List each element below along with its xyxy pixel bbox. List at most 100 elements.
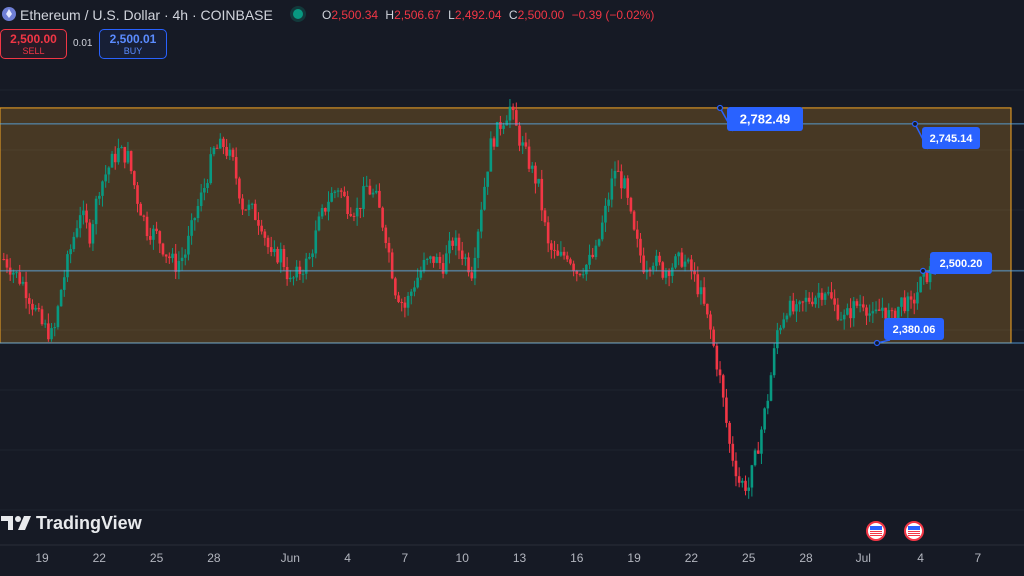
candle-body: [569, 259, 572, 264]
candle-body: [454, 237, 458, 246]
candle-body: [352, 215, 356, 217]
high-callout-box: [727, 107, 803, 131]
candle-body: [518, 125, 521, 146]
candle-body: [289, 277, 292, 280]
candle-body: [145, 216, 149, 237]
candle-body: [308, 257, 311, 259]
sell-label: SELL: [22, 46, 45, 56]
buy-price: 2,500.01: [109, 32, 157, 46]
candle-body: [725, 397, 728, 423]
candle-body: [409, 291, 413, 296]
candle-body: [699, 287, 703, 295]
candle-body: [639, 238, 642, 256]
candle-body: [253, 203, 257, 220]
candle-body: [890, 310, 894, 312]
candle-body: [298, 266, 302, 274]
change-value: −0.39 (−0.02%): [571, 8, 655, 22]
candle-body: [553, 249, 556, 251]
candle-body: [766, 400, 770, 409]
level-callout-1-box: [922, 127, 980, 149]
candle-body: [343, 191, 346, 197]
candle-body: [152, 228, 155, 240]
high-value: 2,506.67: [394, 8, 441, 22]
candle-body: [791, 300, 795, 312]
candle-body: [709, 314, 712, 330]
candle-body: [916, 292, 919, 304]
candle-body: [505, 120, 509, 126]
candle-body: [91, 224, 95, 244]
candle-body: [273, 248, 276, 253]
candle-body: [88, 222, 92, 244]
candle-body: [215, 147, 219, 149]
candle-body: [263, 231, 267, 238]
candle-body: [129, 151, 133, 172]
sell-button[interactable]: 2,500.00 SELL: [0, 29, 67, 59]
us-flag-icon-canton: [870, 526, 882, 530]
candle-body: [225, 146, 228, 156]
candle-body: [744, 480, 747, 491]
candle-body: [180, 257, 184, 262]
level-callout-3-text: 2,380.06: [893, 324, 936, 336]
candle-body: [467, 257, 470, 273]
candle-body: [314, 230, 318, 254]
candle-body: [610, 178, 614, 200]
level-callouts[interactable]: 2,782.49 2,745.14 2,500.20 2,380.06: [716, 104, 993, 347]
candle-body: [836, 304, 840, 320]
market-status-icon[interactable]: [293, 9, 303, 19]
candle-body: [72, 236, 76, 250]
candle-body: [444, 253, 448, 274]
candle-body: [591, 254, 595, 257]
candle-body: [922, 271, 926, 277]
candle-body: [56, 306, 60, 328]
candle-body: [588, 254, 591, 265]
candle-body: [50, 328, 53, 340]
candle-body: [359, 207, 362, 209]
candle-body: [756, 450, 760, 454]
candle-body: [142, 215, 146, 217]
candle-body: [811, 301, 814, 305]
candle-body: [664, 270, 668, 278]
candle-body: [171, 253, 174, 259]
candle-body: [680, 252, 684, 267]
candle-body: [868, 313, 871, 316]
candle-body: [330, 192, 333, 202]
candle-body: [476, 231, 480, 258]
candle-body: [871, 311, 875, 314]
candle-body: [320, 208, 324, 217]
candle-body: [346, 196, 349, 214]
candle-body: [324, 208, 327, 212]
candle-body: [378, 190, 381, 208]
low-label: L: [448, 8, 455, 22]
candle-body: [117, 148, 120, 163]
candle-body: [139, 203, 142, 216]
candle-body: [34, 307, 37, 310]
candle-body: [706, 303, 709, 315]
candle-body: [470, 272, 474, 279]
buy-button[interactable]: 2,500.01 BUY: [99, 29, 167, 59]
candle-body: [285, 267, 289, 280]
candle-body: [317, 216, 321, 231]
economic-events[interactable]: [866, 521, 924, 541]
buy-label: BUY: [123, 46, 143, 56]
level-callout-3-box: [884, 318, 944, 340]
candle-body: [123, 147, 127, 163]
us-flag-icon-stripe: [870, 533, 882, 534]
candle-body: [903, 297, 906, 312]
candle-body: [537, 178, 540, 184]
time-axis[interactable]: 19 22 25 28 Jun 4 7 10 13 16 19 22 25 28 Jul 4 7: [0, 544, 1024, 576]
candle-body: [292, 277, 295, 279]
candle-body: [919, 276, 922, 293]
candle-body: [2, 259, 6, 260]
us-flag-icon-stripe: [870, 531, 882, 532]
candle-body: [823, 293, 827, 300]
symbol-title[interactable]: Ethereum / U.S. Dollar · 4h · COINBASE: [20, 7, 273, 23]
candle-body: [486, 171, 489, 187]
candle-body: [381, 207, 384, 228]
range-zone: [0, 107, 1012, 344]
candle-body: [906, 296, 910, 312]
candle-body: [747, 487, 750, 491]
candle-body: [801, 301, 805, 303]
candle-body: [168, 256, 171, 259]
candle-body: [460, 250, 464, 259]
